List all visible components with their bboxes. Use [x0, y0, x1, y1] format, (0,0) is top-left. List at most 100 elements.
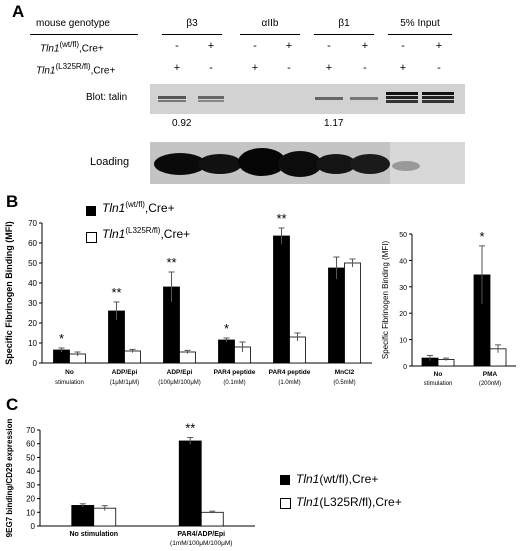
sign-r2-7: + — [399, 62, 407, 74]
chartb2-cat-1-line-1: (200nM) — [479, 381, 501, 387]
sign-r1-3: - — [253, 40, 257, 52]
chartb1-sig-0: * — [59, 331, 64, 346]
chartc-bar-s1-c1 — [200, 511, 224, 527]
chartc-ytick-label-0: 0 — [31, 522, 36, 531]
chartb1-cat-3-line-0: PAR4 peptide — [214, 369, 256, 376]
ratio-beta3: 0.92 — [172, 118, 192, 129]
loading-band-3 — [238, 148, 286, 176]
chartb2-cat-1-line-0: PMA — [483, 371, 498, 378]
chartb1-ytick-label-5: 50 — [28, 259, 37, 268]
legend-b-white-label: Tln1(L325R/fl),Cre+ — [102, 226, 190, 241]
chartb1-ytick-label-7: 70 — [28, 219, 37, 228]
ratio-beta1: 1.17 — [324, 118, 344, 129]
talin-band-5 — [315, 97, 343, 100]
genotype-row-wt: Tln1(wt/fl),Cre+ — [40, 40, 104, 54]
chartc-ytick-label-2: 20 — [26, 495, 35, 504]
chartc-sig-1: ** — [185, 421, 195, 436]
legend-b-black-allele: (wt/fl) — [125, 200, 145, 209]
chartc-ytick-label-4: 40 — [26, 467, 35, 476]
chartb1-cat-2-line-0: ADP/Epi — [167, 369, 193, 376]
sign-r1-5: - — [327, 40, 331, 52]
sign-r2-8: - — [437, 62, 441, 74]
blot-talin-label: Blot: talin — [86, 92, 128, 103]
talin-band-8 — [422, 92, 454, 95]
chart-c: 0 10 20 30 40 50 60 70 9EG7 binding/CD29 express… — [5, 419, 255, 547]
loading-blot-image — [150, 142, 465, 184]
genotype-header: mouse genotype — [36, 18, 110, 29]
chartb2-ylabel: Specific Fibrinogen Binding (MFI) — [381, 241, 390, 360]
sign-r1-4: + — [285, 40, 293, 52]
chartb1-cat-5-line-0: MnCl2 — [335, 369, 355, 376]
genotype-row-mut-allele: (L325R/fl) — [55, 62, 91, 71]
chartb1-cat-5-line-1: (0.5mM) — [333, 380, 355, 386]
group-alphaiib: αIIb — [261, 18, 279, 29]
talin-blot-image — [150, 84, 465, 114]
group-beta3-line — [162, 34, 222, 35]
legend-b-black-swatch — [86, 206, 96, 216]
chartb1-bar-s1-c2 — [179, 351, 196, 364]
chartb1-ylabel: Specific Fibrinogen Binding (MFI) — [4, 221, 14, 365]
chartb1-cat-0-line-1: stimulation — [55, 380, 84, 386]
chartb2-sig-1: * — [479, 229, 484, 244]
legend-b-white-allele: (L325R/fl) — [125, 226, 161, 235]
legend-c-black-label: Tln1(wt/fl),Cre+ — [296, 472, 378, 486]
genotype-row-wt-gene: Tln1 — [40, 43, 60, 55]
chartb1-ytick-label-2: 20 — [28, 319, 37, 328]
chartb1-bar-s0-c3 — [218, 339, 235, 364]
chartb2-ytick-label-2: 20 — [399, 311, 407, 318]
chartb2-ytick-label-5: 50 — [399, 232, 407, 239]
chartc-cat-1-line-0: PAR4/ADP/Epi — [177, 531, 225, 538]
talin-band-6 — [350, 97, 378, 100]
chartb1-sig-1: ** — [111, 285, 121, 300]
legend-c-white-rest: (L325R/fl),Cre+ — [319, 495, 402, 509]
genotype-row-mut: Tln1(L325R/fl),Cre+ — [36, 62, 115, 76]
legend-b-white-suffix: ,Cre+ — [160, 227, 191, 241]
talin-band-7 — [386, 92, 418, 95]
chartb1-cat-1-line-1: (1μM/1μM) — [110, 380, 139, 386]
chartc-ytick-label-1: 10 — [26, 508, 35, 517]
loading-label: Loading — [90, 156, 130, 168]
sign-r1-2: + — [207, 40, 215, 52]
legend-c-white-swatch — [280, 498, 291, 509]
sign-r2-2: - — [209, 62, 213, 74]
genotype-underline — [30, 34, 138, 35]
genotype-row-mut-gene: Tln1 — [36, 65, 56, 77]
panel-a-letter: A — [12, 2, 25, 21]
chartb2-cat-0-line-0: No — [434, 371, 443, 378]
loading-band-1 — [154, 153, 206, 175]
chartb1-cat-1-line-0: ADP/Epi — [112, 369, 138, 376]
chartb1-ytick-label-3: 30 — [28, 299, 37, 308]
chartb1-cat-3-line-1: (0.1mM) — [223, 380, 245, 386]
legend-c-black-rest: (wt/fl),Cre+ — [319, 472, 379, 486]
chartb2-ytick-label-0: 0 — [403, 364, 407, 371]
legend-c-black-gene: Tln1 — [296, 472, 320, 486]
group-beta3: β3 — [186, 18, 198, 29]
chartc-ytick-label-6: 60 — [26, 440, 35, 449]
group-alphaiib-line — [240, 34, 300, 35]
legend-b-black-label: Tln1(wt/fl),Cre+ — [102, 200, 175, 215]
group-input: 5% Input — [400, 18, 440, 29]
legend-b-white-gene: Tln1 — [102, 227, 126, 241]
chartb1-ytick-label-0: 0 — [33, 359, 38, 368]
chartb1-cat-4-line-0: PAR4 peptide — [269, 369, 311, 376]
sign-r2-3: + — [251, 62, 259, 74]
chartb1-sig-3: * — [224, 321, 229, 336]
group-beta1-line — [314, 34, 374, 35]
chartb1-sig-4: ** — [276, 211, 286, 226]
chartc-ylabel: 9EG7 binding/CD29 expression — [5, 419, 14, 538]
chartc-bar-s1-c0 — [93, 507, 117, 527]
genotype-row-wt-allele: (wt/fl) — [59, 40, 80, 49]
chartc-cat-1-line-1: (1mM/100μM/100μM) — [170, 540, 232, 547]
chartb1-bar-s1-c1 — [124, 350, 141, 364]
chart-b-pma: 0 10 20 30 40 50 Specific Fibrinogen Binding (… — [381, 229, 516, 387]
chartb1-ytick-label-4: 40 — [28, 279, 37, 288]
sign-r1-7: - — [401, 40, 405, 52]
talin-band-1 — [158, 96, 186, 99]
chartb1-ytick-label-6: 60 — [28, 239, 37, 248]
chartb2-cat-0-line-1: stimulation — [424, 381, 453, 387]
chartb1-bar-s0-c5 — [328, 267, 345, 364]
chartb2-ytick-label-4: 40 — [399, 258, 407, 265]
chartb1-bar-s1-c5 — [344, 262, 361, 364]
chartb1-cat-2-line-1: (100μM/100μM) — [158, 380, 201, 386]
panel-c-letter: C — [6, 395, 19, 414]
